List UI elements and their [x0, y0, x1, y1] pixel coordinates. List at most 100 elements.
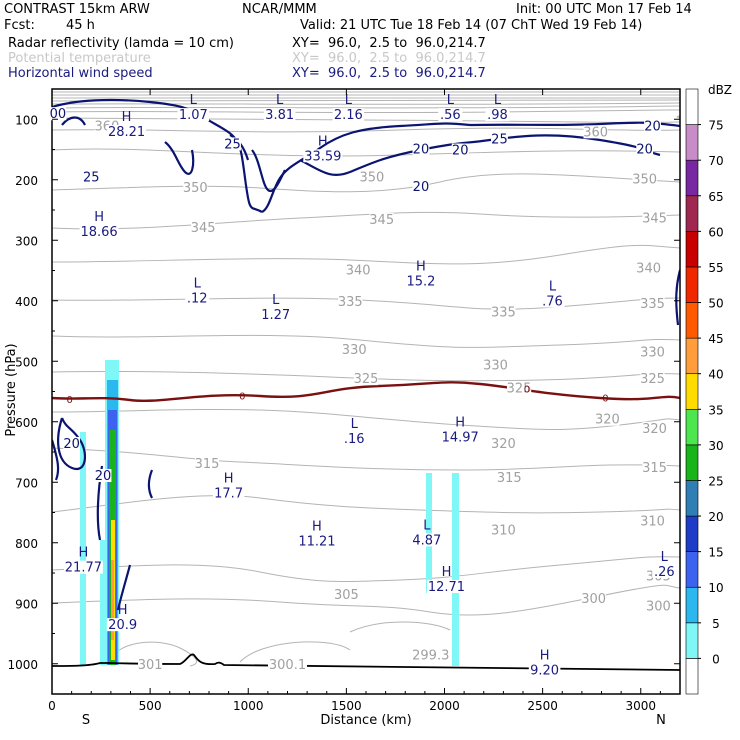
y-tick-label: 400 [15, 295, 38, 309]
colorbar-level-label: 25 [708, 474, 723, 488]
wind-label-bg [63, 436, 81, 450]
extremum-low-marker: L [345, 93, 353, 108]
theta-label: 340 [346, 263, 371, 278]
theta-label: 325 [507, 381, 532, 396]
theta-label-bg [353, 372, 379, 386]
theta-label: 345 [191, 221, 216, 236]
wind-label: 25 [491, 133, 508, 148]
x-tick-label: 0 [48, 699, 56, 713]
wind-label: 20 [413, 142, 430, 157]
extremum-value-bg [107, 125, 147, 139]
colorbar-swatch [685, 408, 699, 446]
extremum-low-marker: L [494, 93, 502, 108]
x-tick-label: 1500 [331, 699, 362, 713]
extremum-value: 21.77 [65, 561, 102, 576]
x-tick-label: 2000 [429, 699, 460, 713]
y-tick-label: 700 [15, 476, 38, 490]
y-tick-label: 500 [15, 355, 38, 369]
y-tick-label: 300 [15, 234, 38, 248]
wind-label: 00 [50, 107, 67, 122]
theta-label-bg [640, 372, 665, 386]
wind-label-bg [644, 119, 661, 133]
theta-label-bg [369, 213, 394, 227]
field-xy-reflectivity: XY= 96.0, 2.5 to 96.0,214.7 [292, 36, 486, 51]
wind-label: 20 [413, 180, 430, 195]
colorbar-level-label: 60 [708, 225, 723, 239]
zero-contour-label: 0 [602, 394, 608, 405]
theta-label-bg [595, 412, 620, 426]
extremum-value: 14.97 [442, 431, 479, 446]
theta-label: 330 [483, 358, 508, 373]
extremum-value: 17.7 [214, 486, 243, 501]
theta-label: 320 [642, 422, 667, 437]
theta-label-bg [268, 657, 307, 671]
x-end-label-south: S [82, 713, 90, 728]
theta-label-bg [483, 358, 508, 372]
theta-label-bg [491, 436, 516, 450]
theta-label: 310 [491, 523, 516, 538]
extremum-value: .12 [187, 291, 208, 306]
zero-dbz-contour [52, 381, 680, 403]
colorbar-swatch [685, 586, 699, 624]
colorbar-swatch [685, 622, 699, 659]
theta-label: 315 [195, 457, 220, 472]
theta-label-bg [640, 297, 665, 311]
extremum-low-marker: L [194, 276, 202, 291]
extremum-low-marker: L [276, 93, 284, 108]
y-tick-label: 200 [15, 174, 38, 188]
wind-label: 25 [224, 137, 241, 152]
extremum-value: .16 [344, 432, 365, 447]
extremum-value-bg [79, 224, 119, 238]
extremum-value-bg [342, 431, 367, 445]
y-tick-label: 1000 [7, 658, 38, 672]
wind-label: 20 [636, 142, 653, 157]
y-axis-title: Pressure (hPa) [4, 343, 19, 436]
colorbar-swatch [685, 88, 699, 125]
wind-label-bg [451, 143, 469, 157]
theta-label: 335 [640, 297, 665, 312]
extremum-value-bg [212, 486, 245, 500]
extremum-value-bg [528, 663, 561, 677]
wind-contours [52, 98, 680, 611]
extrema-group: L1.07L3.81L2.16L.56L.98H28.21H33.59H18.6… [63, 93, 677, 679]
theta-label: 335 [491, 306, 516, 321]
extremum-low-marker: L [351, 417, 359, 432]
extremum-value-bg [438, 108, 463, 122]
theta-label-bg [342, 343, 367, 357]
extremum-value: 2.16 [334, 108, 363, 123]
colorbar-units: dBZ [708, 83, 732, 97]
colorbar-level-label: 5 [712, 617, 720, 631]
theta-label-bg [359, 170, 384, 184]
theta-label-bg [338, 294, 363, 308]
wind-label-bg [412, 142, 430, 156]
colorbar-level-label: 0 [712, 652, 720, 666]
theta-label-bg [640, 345, 665, 359]
colorbar-swatch [685, 266, 699, 303]
zero-contour-label: 0 [239, 392, 245, 403]
theta-label: 299.3 [412, 649, 449, 664]
x-tick-label: 2500 [527, 699, 558, 713]
wind-label-bg [491, 132, 508, 146]
colorbar-swatch [685, 480, 699, 517]
y-tick-label: 800 [15, 537, 38, 551]
theta-label-bg [138, 657, 163, 671]
wind-label: 20 [452, 144, 469, 159]
y-tick-label: 900 [15, 597, 38, 611]
theta-label: 301 [138, 658, 163, 673]
theta-label-bg [632, 172, 657, 186]
theta-label: 320 [491, 437, 516, 452]
field-name-reflectivity: Radar reflectivity (lamda = 10 cm) [8, 36, 234, 51]
colorbar-swatch [685, 658, 699, 695]
valid-time: Valid: 21 UTC Tue 18 Feb 14 (07 ChT Wed … [300, 18, 643, 33]
x-axis-title: Distance (km) [320, 713, 411, 728]
colorbar-level-label: 10 [708, 581, 723, 595]
model-title: CONTRAST 15km ARW [4, 2, 150, 17]
extremum-high-marker: H [79, 546, 89, 561]
theta-label-bg [581, 591, 606, 605]
theta-label: 320 [595, 413, 620, 428]
extremum-value: 15.2 [406, 275, 435, 290]
x-tick-label: 1000 [233, 699, 264, 713]
extremum-value: 18.66 [80, 225, 117, 240]
